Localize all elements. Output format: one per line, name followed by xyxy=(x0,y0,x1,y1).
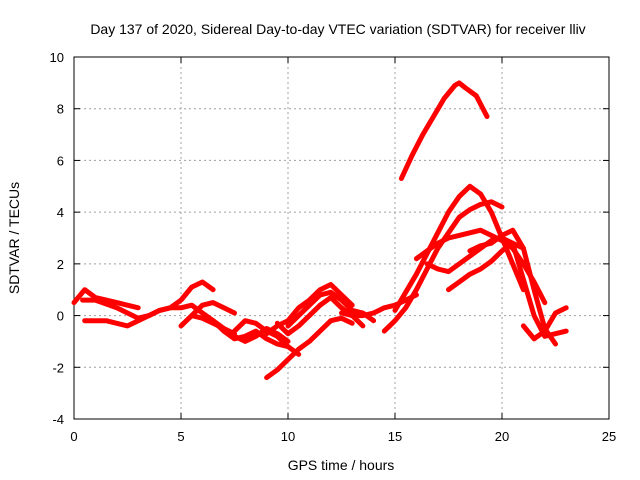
tick-labels: 0 5 10 15 20 25 -4 -2 0 2 4 6 8 10 xyxy=(50,50,617,444)
x-tick-label: 15 xyxy=(388,429,402,444)
y-tick-label: 4 xyxy=(57,205,64,220)
series-arc-1 xyxy=(71,287,141,311)
series-arc-8 xyxy=(264,315,355,381)
plot-frame xyxy=(73,56,610,420)
x-tick-label: 25 xyxy=(602,429,616,444)
chart-title: Day 137 of 2020, Sidereal Day-to-day VTE… xyxy=(90,21,585,37)
y-tick-label: -4 xyxy=(52,412,64,427)
x-axis-label: GPS time / hours xyxy=(288,457,395,473)
y-tick-label: 6 xyxy=(57,153,64,168)
series-arc-19 xyxy=(398,80,490,181)
series-arc-17 xyxy=(446,240,569,339)
series-arc-15 xyxy=(413,227,548,306)
series-arc-18 xyxy=(467,227,558,347)
y-tick-label: 8 xyxy=(57,102,64,117)
x-tick-label: 5 xyxy=(177,429,184,444)
series-arc-20 xyxy=(520,305,569,342)
series-arc-12 xyxy=(339,292,419,319)
y-tick-label: 2 xyxy=(57,257,64,272)
series-arc-11 xyxy=(285,289,377,329)
x-tick-label: 0 xyxy=(70,429,77,444)
x-tick-label: 20 xyxy=(495,429,509,444)
y-tick-label: 10 xyxy=(50,50,64,65)
y-axis-label: SDTVAR / TECUs xyxy=(6,182,22,294)
data-series xyxy=(71,80,569,381)
y-tick-label: -2 xyxy=(52,360,64,375)
y-tick-label: 0 xyxy=(57,309,64,324)
series-arc-16 xyxy=(424,235,526,275)
grid xyxy=(74,57,609,419)
x-tick-label: 10 xyxy=(281,429,295,444)
series-arc-6 xyxy=(210,318,291,350)
